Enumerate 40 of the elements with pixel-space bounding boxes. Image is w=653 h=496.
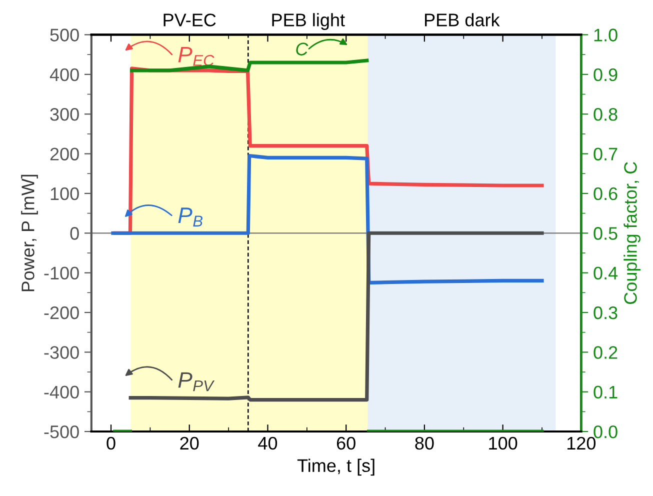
band-label: PV-EC [164, 14, 216, 26]
y-tick-label: -100 [44, 266, 79, 280]
y2-tick-label: 0.4 [594, 266, 618, 280]
y2-tick-label: 0.5 [594, 227, 618, 240]
y2-axis-title: Coupling factor, C [624, 162, 640, 304]
band-label: PEB light [272, 13, 345, 30]
x-tick-label: 0 [106, 436, 116, 450]
x-tick-label: 60 [336, 436, 356, 450]
y2-tick-label: 0.0 [594, 425, 618, 438]
series-label: C [296, 42, 308, 56]
y2-tick-label: 0.6 [594, 187, 618, 200]
legend-label: P$_{B}$ [178, 208, 202, 226]
line-series [111, 154, 544, 285]
y2-tick-label: 0.8 [594, 108, 618, 121]
x-tick-label: 100 [489, 436, 518, 450]
y-tick-label: 400 [50, 68, 79, 82]
x-tick-label: 20 [180, 436, 199, 450]
y2-tick-label: 0.1 [594, 386, 618, 399]
y-tick-label: -500 [44, 425, 79, 438]
x-tick-label: 40 [258, 436, 278, 450]
y-tick-label: -200 [44, 306, 79, 320]
y2-tick-label: 0.9 [594, 68, 618, 82]
y-tick-label: 300 [50, 108, 79, 121]
x-axis-title: Time, t [s] [297, 458, 374, 476]
y-tick-label: 200 [50, 148, 79, 160]
x-tick-label: 80 [415, 436, 434, 450]
y-axis-title: Power, P [mW] [21, 174, 38, 292]
y2-tick-label: 0.2 [594, 346, 618, 359]
y-tick-label: 100 [50, 187, 79, 200]
band-label: PEB dark [425, 13, 500, 26]
line-series [128, 231, 544, 402]
x-tick-label: 120 [567, 436, 596, 450]
y-tick-label: -300 [44, 346, 79, 359]
legend-label: P$_{PV}$ [178, 372, 215, 392]
y2-tick-label: 0.3 [594, 306, 618, 320]
y-tick-label: 500 [50, 28, 79, 42]
y2-tick-label: 1.0 [594, 28, 618, 42]
y2-tick-label: 0.7 [594, 148, 618, 160]
y-tick-label: -400 [44, 386, 79, 399]
y-tick-label: 0 [70, 227, 79, 240]
